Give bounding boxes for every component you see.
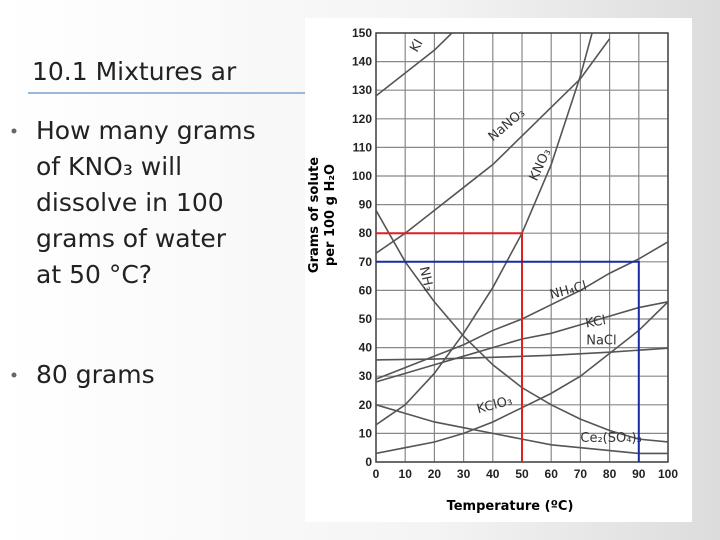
- x-tick-label: 10: [399, 467, 413, 481]
- series-label: NaCl: [586, 334, 616, 349]
- answer: 80 grams: [36, 360, 155, 389]
- series-line: [376, 33, 453, 97]
- y-tick-label: 80: [359, 226, 373, 240]
- x-tick-label: 20: [428, 467, 442, 481]
- x-tick-label: 40: [486, 467, 500, 481]
- question-line: dissolve in 100: [36, 188, 224, 217]
- y-tick-label: 70: [359, 255, 373, 269]
- guide-line: [376, 260, 640, 462]
- y-tick-label: 90: [359, 198, 373, 212]
- y-tick-label: 140: [352, 55, 372, 69]
- series-label: Ce₂(SO₄)₃: [580, 431, 641, 446]
- question-line: at 50 °C?: [36, 260, 152, 289]
- question-line: grams of water: [36, 224, 227, 253]
- x-tick-label: 90: [632, 467, 646, 481]
- question: How many grams of KNO₃ will dissolve in 10…: [36, 116, 256, 289]
- series-line: [376, 38, 611, 254]
- y-tick-label: 40: [359, 341, 373, 355]
- bullet: [11, 128, 17, 134]
- y-tick-label: 120: [352, 112, 372, 126]
- y-axis-label-line: Grams of solute: [307, 157, 322, 273]
- slide-title: 10.1 Mixtures ar: [32, 57, 237, 86]
- x-tick-label: 0: [373, 467, 380, 481]
- y-tick-label: 150: [352, 26, 372, 40]
- y-axis-label: Grams of soluteper 100 g H₂O: [307, 157, 338, 273]
- x-tick-label: 80: [603, 467, 617, 481]
- series-line: [376, 33, 593, 426]
- x-tick-label: 50: [515, 467, 529, 481]
- y-tick-label: 130: [352, 83, 372, 97]
- x-axis-label: Temperature (ºC): [447, 499, 574, 514]
- question-line: How many grams: [36, 116, 256, 145]
- series-label: KCl: [584, 313, 607, 331]
- y-tick-label: 20: [359, 398, 373, 412]
- y-tick-label: 110: [353, 140, 373, 154]
- y-tick-label: 100: [352, 169, 372, 183]
- y-tick-label: 60: [359, 283, 373, 297]
- y-tick-label: 0: [365, 455, 372, 469]
- guide-line: [376, 232, 523, 462]
- question-line: of KNO₃ will: [36, 152, 182, 181]
- x-tick-label: 30: [457, 467, 471, 481]
- x-tick-label: 100: [658, 467, 678, 481]
- y-tick-label: 30: [359, 369, 373, 383]
- chart-panel: [305, 18, 692, 522]
- bullet: [11, 372, 17, 378]
- series-label: NH₃: [416, 265, 436, 292]
- x-tick-label: 60: [545, 467, 559, 481]
- y-axis-label-line: per 100 g H₂O: [323, 164, 338, 266]
- x-tick-label: 70: [574, 467, 588, 481]
- y-tick-label: 50: [359, 312, 373, 326]
- y-tick-label: 10: [359, 426, 373, 440]
